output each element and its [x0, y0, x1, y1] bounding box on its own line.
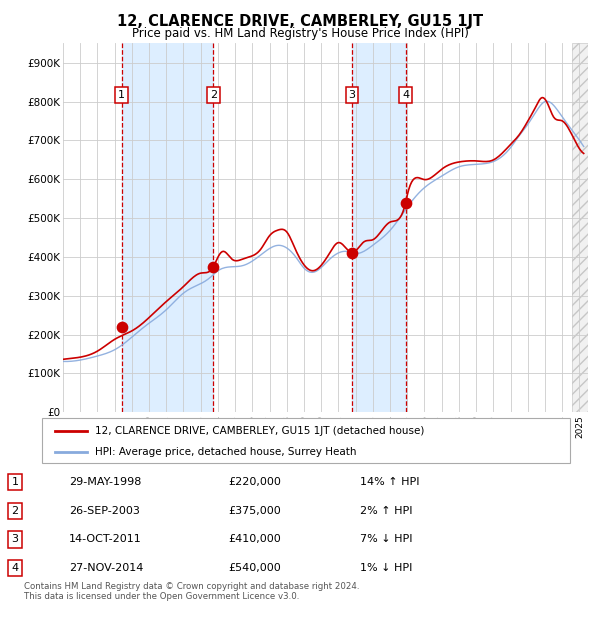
Text: 14% ↑ HPI: 14% ↑ HPI	[360, 477, 419, 487]
Point	[401, 198, 410, 208]
Text: 26-SEP-2003: 26-SEP-2003	[69, 506, 140, 516]
Point	[347, 248, 356, 258]
Bar	[572, 43, 588, 412]
Text: £375,000: £375,000	[228, 506, 281, 516]
Point	[208, 262, 218, 272]
Point	[117, 322, 127, 332]
Text: 12, CLARENCE DRIVE, CAMBERLEY, GU15 1JT: 12, CLARENCE DRIVE, CAMBERLEY, GU15 1JT	[117, 14, 483, 29]
Text: 29-MAY-1998: 29-MAY-1998	[69, 477, 142, 487]
Text: £220,000: £220,000	[228, 477, 281, 487]
Text: HPI: Average price, detached house, Surrey Heath: HPI: Average price, detached house, Surr…	[95, 447, 356, 457]
Text: 1: 1	[118, 90, 125, 100]
Text: 7% ↓ HPI: 7% ↓ HPI	[360, 534, 413, 544]
Text: £540,000: £540,000	[228, 563, 281, 573]
Text: Contains HM Land Registry data © Crown copyright and database right 2024.
This d: Contains HM Land Registry data © Crown c…	[24, 582, 359, 601]
Text: 3: 3	[349, 90, 355, 100]
Text: 2: 2	[11, 506, 19, 516]
Text: 1: 1	[11, 477, 19, 487]
Text: Price paid vs. HM Land Registry's House Price Index (HPI): Price paid vs. HM Land Registry's House …	[131, 27, 469, 40]
Text: 3: 3	[11, 534, 19, 544]
FancyBboxPatch shape	[42, 418, 570, 463]
Text: 2: 2	[210, 90, 217, 100]
Text: 2% ↑ HPI: 2% ↑ HPI	[360, 506, 413, 516]
Text: 14-OCT-2011: 14-OCT-2011	[69, 534, 142, 544]
Text: £410,000: £410,000	[228, 534, 281, 544]
Text: 12, CLARENCE DRIVE, CAMBERLEY, GU15 1JT (detached house): 12, CLARENCE DRIVE, CAMBERLEY, GU15 1JT …	[95, 425, 424, 436]
Text: 1% ↓ HPI: 1% ↓ HPI	[360, 563, 412, 573]
Text: 4: 4	[11, 563, 19, 573]
Bar	[122, 43, 213, 412]
Text: 4: 4	[402, 90, 409, 100]
Text: 27-NOV-2014: 27-NOV-2014	[69, 563, 143, 573]
Bar	[352, 43, 406, 412]
